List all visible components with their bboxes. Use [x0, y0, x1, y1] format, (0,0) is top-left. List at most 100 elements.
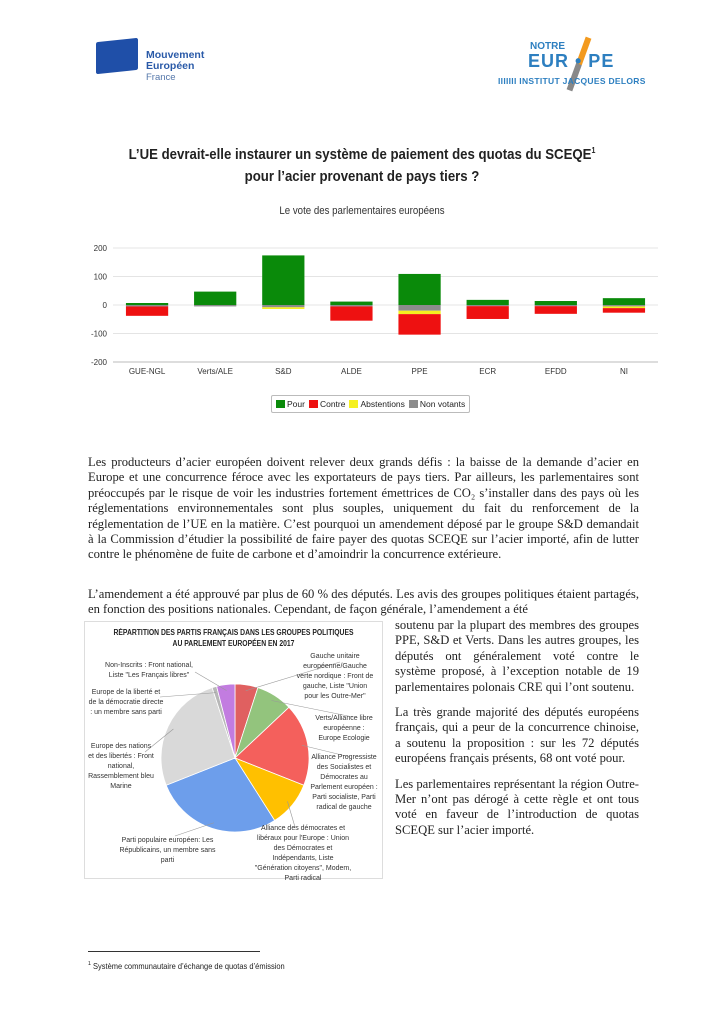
x-tick-label: S&D: [275, 367, 292, 376]
paragraph: L’amendement a été approuvé par plus de …: [88, 587, 639, 617]
pie-label: Verts/Alliance libre européenne : Europe…: [315, 715, 373, 742]
eu-flag-icon: [96, 37, 138, 75]
bar-non-votants: [125, 305, 169, 307]
leader-line: [194, 671, 227, 691]
x-tick-label: PPE: [412, 367, 428, 376]
bar-non-votants: [330, 305, 373, 307]
text-column: soutenu par la plupart des membres des g…: [395, 618, 639, 848]
leader-line: [159, 692, 217, 698]
leader-line: [287, 801, 296, 828]
y-tick-label: 0: [103, 301, 108, 310]
bar-contre: [330, 306, 373, 321]
pie-label: Non-Inscrits : Front national, Liste "Le…: [105, 662, 193, 679]
pie-slice: [160, 687, 236, 786]
pie-chart-title: RÉPARTITION DES PARTIS FRANÇAIS DANS LES…: [107, 627, 359, 649]
logo-text: Mouvement: [146, 49, 205, 61]
x-tick-label: ALDE: [341, 367, 362, 376]
chart-legend: Pour Contre Abstentions Non votants: [271, 395, 471, 413]
title-line: AU PARLEMENT EUROPÉEN EN 2017: [172, 639, 295, 648]
title-line: pour l’acier provenant de pays tiers ?: [244, 168, 480, 185]
y-tick-label: 100: [94, 273, 108, 282]
bar-pour: [330, 301, 373, 305]
legend-label: Abstentions: [360, 399, 405, 409]
legend-item: Contre: [308, 399, 346, 409]
footnote-ref: 1: [591, 146, 596, 155]
bar-contre: [466, 306, 509, 319]
bar-non-votants: [398, 305, 441, 311]
pie-label: Alliance Progressiste des Socialistes et…: [310, 754, 378, 811]
bar-contre: [398, 314, 441, 335]
pie-slice: [165, 757, 276, 833]
pie-chart: [144, 661, 354, 837]
pie-chart-box: RÉPARTITION DES PARTIS FRANÇAIS DANS LES…: [84, 621, 383, 882]
bar-contre: [534, 306, 577, 314]
pie-label: Parti populaire européen: Les Républicai…: [119, 837, 216, 864]
y-tick-label: -200: [91, 358, 108, 367]
bar-non-votants: [262, 305, 305, 308]
legend-label: Pour: [287, 399, 305, 409]
leader-line: [271, 700, 354, 718]
bar-abstentions: [602, 306, 646, 309]
y-tick-label: -100: [91, 330, 108, 339]
chart-subtitle: Le vote des parlementaires européens: [279, 205, 445, 217]
bar-abstentions: [398, 310, 441, 315]
footnote-divider: [88, 951, 260, 952]
bar-pour: [534, 301, 577, 305]
legend-label: Contre: [319, 399, 346, 409]
bar-non-votants: [466, 305, 509, 307]
legend-item: Pour: [276, 399, 305, 409]
bar-pour: [398, 273, 441, 305]
pie-slice: [216, 683, 236, 759]
bar-non-votants: [194, 305, 237, 307]
notre-europe-logo: NOTRE EUR • PE IIIIIII INSTITUT JACQUES …: [490, 32, 650, 92]
bar-contre: [125, 306, 169, 316]
pie-label: Gauche unitaire européenne/Gauche verte …: [296, 653, 374, 700]
footnote: 1 Système communautaire d’échange de quo…: [88, 961, 285, 971]
paragraph: soutenu par la plupart des membres des g…: [395, 618, 639, 694]
x-tick-label: NI: [620, 367, 628, 376]
title-line: RÉPARTITION DES PARTIS FRANÇAIS DANS LES…: [113, 628, 354, 637]
y-tick-label: 200: [94, 244, 108, 253]
leader-line: [174, 822, 215, 837]
title-line: L’UE devrait-elle instaurer un système d…: [128, 146, 592, 163]
pie-label: Europe des nations et des libertés : Fro…: [88, 743, 154, 790]
legend-label: Non votants: [419, 399, 466, 409]
x-tick-label: GUE-NGL: [129, 367, 166, 376]
page-title: L’UE devrait-elle instaurer un système d…: [43, 140, 680, 188]
bar-pour: [125, 303, 169, 305]
mouvement-europeen-logo: Mouvement Européen France: [96, 37, 236, 88]
logo-text: EUR • PE: [528, 51, 615, 71]
x-tick-label: EFDD: [545, 367, 567, 376]
legend-swatch: [349, 400, 359, 408]
legend-item: Abstentions: [349, 399, 405, 409]
bar-pour: [262, 255, 305, 305]
bar-contre: [602, 308, 646, 313]
leader-line: [245, 661, 341, 692]
logo-text: IIIIIII INSTITUT JACQUES DELORS: [498, 76, 646, 86]
legend-item: Non votants: [408, 399, 466, 409]
pie-slice: [234, 706, 310, 786]
legend-swatch: [276, 400, 285, 408]
bar-abstentions: [262, 307, 305, 309]
bar-non-votants: [534, 305, 577, 307]
bar-pour: [466, 299, 509, 305]
legend-swatch: [408, 400, 418, 408]
legend-swatch: [308, 400, 318, 408]
pie-label: Alliance des démocrates et libéraux pour…: [254, 825, 352, 882]
paragraph: La très grande majorité des députés euro…: [395, 705, 639, 766]
footnote-text: Système communautaire d’échange de quota…: [90, 961, 285, 971]
logo-text: Européen: [146, 60, 195, 72]
vote-bar-chart: 200 100 0 -100 -200 GUE-NGL Verts/ALE S&D ALDE PP…: [91, 244, 658, 376]
logo-text: France: [146, 72, 176, 83]
pie-label: Europe de la liberté et de la démocratie…: [88, 689, 164, 716]
bar-pour: [194, 291, 237, 305]
footnote-number: 1: [88, 961, 91, 968]
x-tick-label: Verts/ALE: [197, 367, 233, 376]
bar-non-votants: [602, 305, 646, 307]
paragraph: Les producteurs d’acier européen doivent…: [88, 455, 639, 562]
paragraph: Les parlementaires représentant la régio…: [395, 776, 639, 837]
leader-line: [144, 728, 174, 753]
logo-text: NOTRE: [530, 41, 565, 52]
x-tick-label: ECR: [479, 367, 496, 376]
leader-line: [301, 744, 351, 758]
